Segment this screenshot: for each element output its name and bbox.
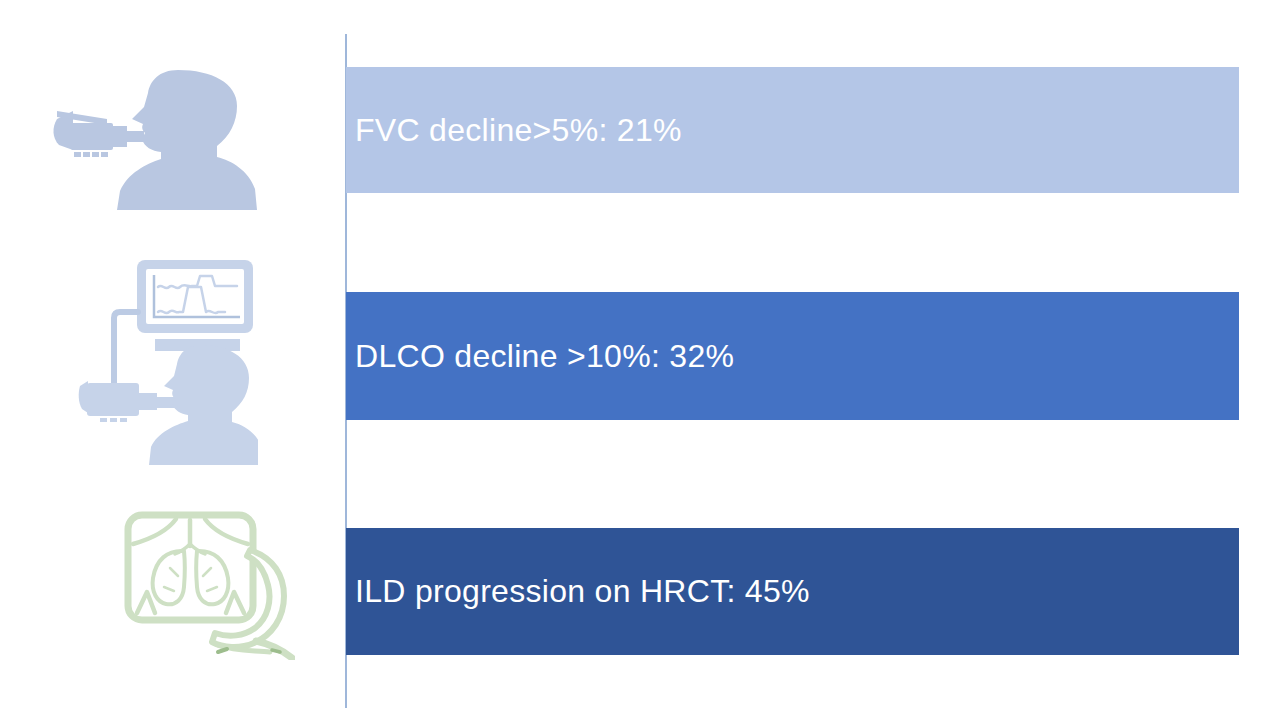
hand-chest-xray-icon [100,492,295,660]
bar-dlco-decline-label: DLCO decline >10%: 32% [346,338,734,375]
bar-fvc-decline-label: FVC decline>5%: 21% [346,112,682,149]
bar-ild-progression-label: ILD progression on HRCT: 45% [346,573,810,610]
bar-fvc-decline: FVC decline>5%: 21% [346,67,1239,193]
hand-chest-xray-shapes [128,515,292,658]
pft-monitor-person-icon [78,255,258,465]
bar-ild-progression: ILD progression on HRCT: 45% [346,528,1239,655]
spirometry-person-shapes [53,70,257,210]
pft-monitor-shapes [79,260,258,465]
slide-canvas: FVC decline>5%: 21% DLCO decline >10%: 3… [0,0,1280,720]
bar-dlco-decline: DLCO decline >10%: 32% [346,292,1239,420]
spirometry-person-icon [45,62,260,210]
